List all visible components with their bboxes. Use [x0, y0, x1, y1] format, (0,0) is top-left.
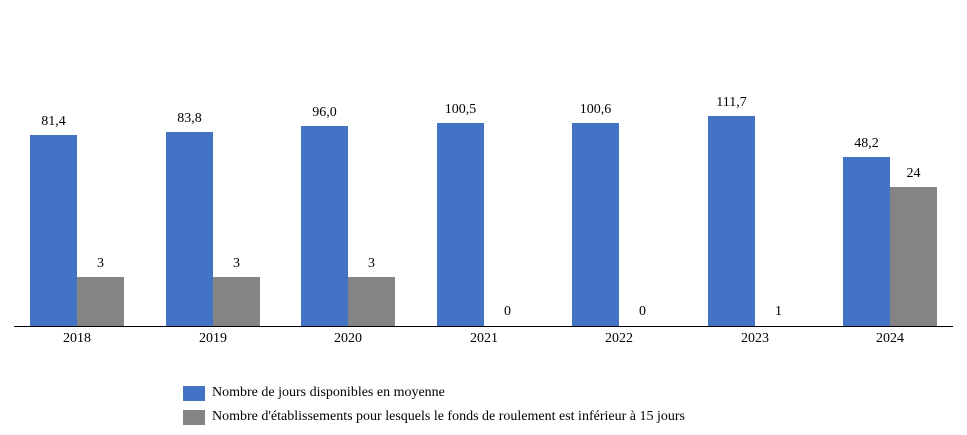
bar-etablissements-2018	[77, 277, 124, 326]
bar-label-jours-2021: 100,5	[444, 102, 477, 117]
legend-label-jours: Nombre de jours disponibles en moyenne	[212, 385, 445, 400]
x-tick-2023: 2023	[741, 331, 769, 346]
bar-jours-2019	[166, 132, 213, 326]
bar-label-jours-2019: 83,8	[177, 111, 202, 126]
legend-item-jours: Nombre de jours disponibles en moyenne	[183, 382, 685, 404]
x-tick-2024: 2024	[876, 331, 904, 346]
bar-jours-2020	[301, 126, 348, 326]
bar-jours-2024	[843, 157, 890, 326]
bar-label-etablissements-2018: 3	[97, 256, 104, 271]
x-tick-2018: 2018	[63, 331, 91, 346]
x-tick-2019: 2019	[199, 331, 227, 346]
bar-label-jours-2018: 81,4	[41, 114, 66, 129]
legend-item-etablissements: Nombre d'établissements pour lesquels le…	[183, 406, 685, 428]
bar-etablissements-2019	[213, 277, 260, 326]
bar-label-jours-2023: 111,7	[716, 95, 747, 110]
x-tick-2022: 2022	[605, 331, 633, 346]
legend-swatch-jours	[183, 385, 205, 401]
bar-label-etablissements-2020: 3	[368, 256, 375, 271]
bar-etablissements-2020	[348, 277, 395, 326]
bar-label-etablissements-2019: 3	[233, 256, 240, 271]
bar-label-etablissements-2023: 1	[775, 304, 782, 319]
legend: Nombre de jours disponibles en moyenne No…	[183, 382, 685, 430]
legend-label-etablissements: Nombre d'établissements pour lesquels le…	[212, 409, 685, 424]
plot-area: 81,4 3 83,8 3 96,0 3 100,5 0 100,6 0 111,7 1 48,2 24	[30, 95, 937, 326]
x-tick-2021: 2021	[470, 331, 498, 346]
bar-label-jours-2020: 96,0	[312, 105, 337, 120]
bar-jours-2023	[708, 116, 755, 326]
bar-label-etablissements-2021: 0	[504, 304, 511, 319]
bar-label-jours-2024: 48,2	[854, 136, 879, 151]
bar-jours-2018	[30, 135, 77, 326]
bar-label-etablissements-2022: 0	[639, 304, 646, 319]
bar-jours-2021	[437, 123, 484, 326]
legend-swatch-etablissements	[183, 409, 205, 425]
x-tick-2020: 2020	[334, 331, 362, 346]
bar-jours-2022	[572, 123, 619, 326]
bar-label-etablissements-2024: 24	[906, 166, 921, 181]
x-axis-line	[14, 326, 953, 327]
bar-label-jours-2022: 100,6	[579, 102, 612, 117]
bar-etablissements-2024	[890, 187, 937, 326]
